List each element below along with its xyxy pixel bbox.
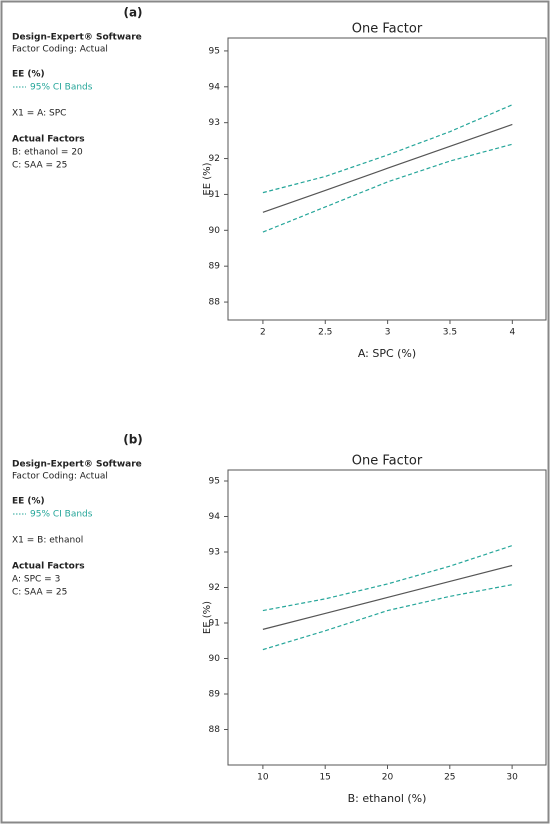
x-axis-label: A: SPC (%) <box>358 347 416 360</box>
x-axis-label: B: ethanol (%) <box>348 792 427 805</box>
y-tick-label: 94 <box>209 82 221 92</box>
y-tick-label: 94 <box>209 512 221 522</box>
y-tick-label: 95 <box>209 46 220 56</box>
software: Design-Expert® Software <box>12 33 142 43</box>
actual-factor: A: SPC = 3 <box>12 575 60 585</box>
x-tick-label: 15 <box>319 773 330 783</box>
actual-factor: B: ethanol = 20 <box>12 148 83 158</box>
y-tick-label: 88 <box>209 725 221 735</box>
y-tick-label: 88 <box>209 298 221 308</box>
x-tick-label: 30 <box>506 773 518 783</box>
x-tick-label: 4 <box>509 328 515 338</box>
mean-line <box>262 123 513 213</box>
factor-coding: Factor Coding: Actual <box>12 472 108 482</box>
y-axis-label: EE (%) <box>202 162 213 195</box>
actual-factors-title: Actual Factors <box>12 562 85 572</box>
actual-factor: C: SAA = 25 <box>12 161 67 171</box>
ci-band <box>262 143 513 233</box>
x-tick-label: 20 <box>382 773 394 783</box>
panel-label: (b) <box>123 433 143 447</box>
actual-factor: C: SAA = 25 <box>12 588 67 598</box>
x-tick-label: 2 <box>260 328 266 338</box>
x-tick-label: 25 <box>444 773 455 783</box>
y-tick-label: 91 <box>209 619 220 629</box>
x-tick-label: 3 <box>385 328 391 338</box>
x-tick-label: 10 <box>257 773 269 783</box>
factor-x1: X1 = B: ethanol <box>12 536 83 546</box>
panel-label: (a) <box>123 6 142 20</box>
ci-band <box>262 104 513 194</box>
actual-factors-title: Actual Factors <box>12 135 85 145</box>
response: EE (%) <box>12 497 45 507</box>
y-axis-label: EE (%) <box>202 601 213 634</box>
y-tick-label: 92 <box>209 154 220 164</box>
legend-label: 95% CI Bands <box>30 83 93 93</box>
y-tick-label: 89 <box>209 690 221 700</box>
chart-title: One Factor <box>352 454 423 469</box>
x-tick-label: 3.5 <box>443 328 457 338</box>
response: EE (%) <box>12 70 45 80</box>
plot-area <box>227 37 547 321</box>
y-tick-label: 93 <box>209 118 220 128</box>
y-tick-label: 95 <box>209 477 220 487</box>
factor-coding: Factor Coding: Actual <box>12 45 108 55</box>
y-tick-label: 93 <box>209 548 220 558</box>
mean-line <box>262 564 513 630</box>
chart-title: One Factor <box>352 22 423 37</box>
ci-band <box>262 545 513 612</box>
y-tick-label: 91 <box>209 190 220 200</box>
y-tick-label: 92 <box>209 583 220 593</box>
factor-x1: X1 = A: SPC <box>12 109 66 119</box>
y-tick-label: 90 <box>209 654 221 664</box>
ci-band <box>262 584 513 651</box>
x-tick-label: 2.5 <box>318 328 332 338</box>
y-tick-label: 90 <box>209 226 221 236</box>
y-tick-label: 89 <box>209 262 221 272</box>
legend-label: 95% CI Bands <box>30 510 93 520</box>
software: Design-Expert® Software <box>12 460 142 470</box>
